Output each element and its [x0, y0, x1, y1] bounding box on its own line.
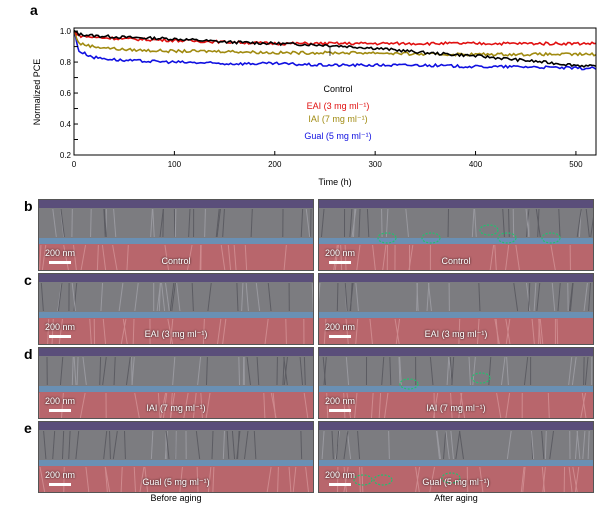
- sem-sample-label: IAI (7 mg ml⁻¹): [426, 403, 486, 413]
- scale-bar: [49, 261, 71, 264]
- sem-before-1: 200 nm EAI (3 mg ml⁻¹): [38, 273, 314, 345]
- sem-micrograph: [319, 348, 593, 418]
- y-tick-label: 0.8: [60, 58, 72, 67]
- legend-entry-0: Control: [323, 84, 352, 94]
- y-tick-label: 0.2: [60, 151, 72, 160]
- sem-micrograph: [319, 200, 593, 270]
- series-line-1: [73, 30, 597, 47]
- sem-before-3: 200 nm Gual (5 mg ml⁻¹): [38, 421, 314, 493]
- void-marker: [497, 232, 517, 244]
- y-axis-label: Normalized PCE: [32, 59, 42, 126]
- sem-sample-label: IAI (7 mg ml⁻¹): [146, 403, 206, 413]
- y-tick-label: 0.6: [60, 89, 72, 98]
- sem-sample-label: Gual (5 mg ml⁻¹): [142, 477, 210, 487]
- series-line-0: [73, 29, 597, 68]
- sem-sample-label: Control: [441, 256, 471, 266]
- void-marker: [479, 224, 499, 236]
- sem-micrograph: [39, 200, 313, 270]
- sem-micrograph: [319, 422, 593, 492]
- sem-after-2: 200 nm IAI (7 mg ml⁻¹): [318, 347, 594, 419]
- sem-micrograph: [319, 274, 593, 344]
- void-marker: [541, 232, 561, 244]
- caption-after-aging: After aging: [434, 493, 478, 503]
- panel-letter-b: b: [24, 198, 33, 214]
- void-marker: [353, 474, 373, 486]
- scale-bar: [49, 483, 71, 486]
- series-line-3: [73, 31, 597, 71]
- axis-ticks: 0 100 200 300 400 500 0.2 0.4 0.6 0.8 1.0: [60, 27, 583, 169]
- panel-letter-e: e: [24, 420, 32, 436]
- sem-after-1: 200 nm EAI (3 mg ml⁻¹): [318, 273, 594, 345]
- void-marker: [399, 378, 419, 390]
- x-tick-label: 100: [168, 160, 182, 169]
- sem-after-3: 200 nm Gual (5 mg ml⁻¹): [318, 421, 594, 493]
- scale-bar-label: 200 nm: [45, 248, 76, 258]
- scale-bar-label: 200 nm: [325, 396, 356, 406]
- scale-bar-label: 200 nm: [45, 470, 76, 480]
- y-tick-label: 1.0: [60, 27, 72, 36]
- void-marker: [421, 232, 441, 244]
- x-tick-label: 0: [72, 160, 77, 169]
- plot-area: [73, 29, 597, 71]
- sem-sample-label: EAI (3 mg ml⁻¹): [144, 329, 208, 339]
- sem-after-0: 200 nm Control: [318, 199, 594, 271]
- pce-stability-chart: 0 100 200 300 400 500 0.2 0.4 0.6 0.8 1.0 Control E…: [32, 27, 597, 187]
- legend-entry-1: EAI (3 mg ml⁻¹): [307, 101, 370, 111]
- scale-bar-label: 200 nm: [45, 396, 76, 406]
- sem-micrograph: [39, 422, 313, 492]
- scale-bar-label: 200 nm: [325, 322, 356, 332]
- scale-bar-label: 200 nm: [325, 470, 356, 480]
- scale-bar: [329, 483, 351, 486]
- sem-sample-label: Gual (5 mg ml⁻¹): [422, 477, 490, 487]
- sem-micrograph: [39, 348, 313, 418]
- x-tick-label: 300: [368, 160, 382, 169]
- scale-bar: [329, 409, 351, 412]
- y-tick-label: 0.4: [60, 120, 72, 129]
- sem-before-0: 200 nm Control: [38, 199, 314, 271]
- x-axis-label: Time (h): [318, 177, 351, 187]
- panel-letter-a: a: [30, 2, 38, 18]
- plot-frame: [73, 27, 597, 156]
- legend-entry-3: Gual (5 mg ml⁻¹): [304, 131, 371, 141]
- caption-before-aging: Before aging: [150, 493, 202, 503]
- series-line-2: [73, 30, 597, 57]
- void-marker: [377, 232, 397, 244]
- scale-bar-label: 200 nm: [45, 322, 76, 332]
- void-marker: [373, 474, 393, 486]
- x-tick-label: 400: [469, 160, 483, 169]
- sem-sample-label: EAI (3 mg ml⁻¹): [424, 329, 488, 339]
- scale-bar: [49, 409, 71, 412]
- sem-micrograph: [39, 274, 313, 344]
- sem-sample-label: Control: [161, 256, 191, 266]
- chart-legend: Control EAI (3 mg ml⁻¹) IAI (7 mg ml⁻¹) Gua…: [304, 84, 371, 141]
- sem-before-2: 200 nm IAI (7 mg ml⁻¹): [38, 347, 314, 419]
- scale-bar: [329, 261, 351, 264]
- scale-bar-label: 200 nm: [325, 248, 356, 258]
- x-tick-label: 500: [569, 160, 583, 169]
- x-tick-label: 200: [268, 160, 282, 169]
- scale-bar: [49, 335, 71, 338]
- legend-entry-2: IAI (7 mg ml⁻¹): [308, 114, 367, 124]
- scale-bar: [329, 335, 351, 338]
- panel-letter-d: d: [24, 346, 33, 362]
- void-marker: [471, 372, 491, 384]
- panel-letter-c: c: [24, 272, 32, 288]
- void-marker: [441, 472, 461, 484]
